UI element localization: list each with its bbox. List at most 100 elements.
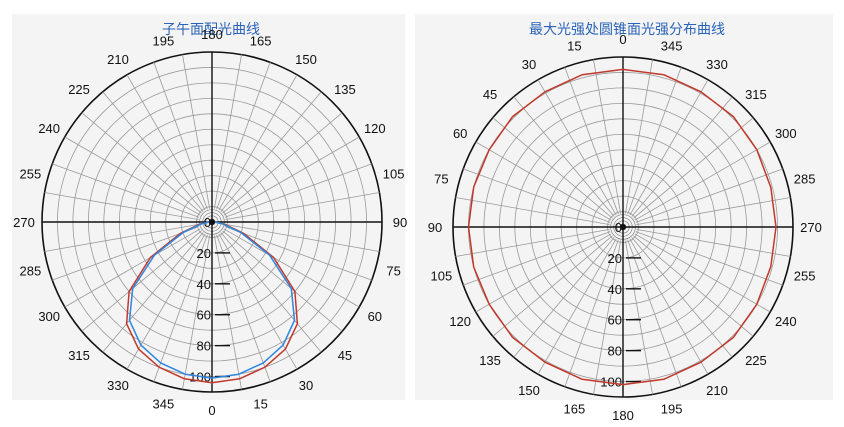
angle-tick-label: 270 (13, 215, 35, 230)
angle-tick-label: 150 (518, 383, 540, 398)
grid-spoke (64, 228, 201, 308)
center-point (620, 224, 626, 230)
angle-tick-label: 180 (201, 27, 223, 42)
grid-spoke (635, 231, 783, 286)
grid-spoke (455, 197, 610, 226)
grid-spoke (633, 117, 754, 219)
grid-spoke (126, 74, 206, 211)
grid-spoke (126, 233, 206, 370)
angle-tick-label: 195 (661, 402, 683, 417)
angle-tick-label: 285 (20, 264, 42, 279)
angle-tick-label: 210 (706, 383, 728, 398)
grid-spoke (153, 62, 208, 210)
angle-tick-label: 45 (338, 348, 352, 363)
grid-spoke (81, 112, 202, 214)
grid-spoke (224, 226, 372, 281)
radial-tick-label: 20 (608, 251, 622, 266)
grid-spoke (629, 238, 709, 375)
angle-tick-label: 15 (567, 38, 581, 53)
series-curve-1 (467, 68, 777, 386)
grid-spoke (223, 228, 360, 308)
angle-tick-label: 105 (383, 166, 405, 181)
grid-spoke (634, 233, 771, 313)
grid-spoke (81, 230, 202, 332)
angle-tick-label: 135 (334, 82, 356, 97)
angle-tick-label: 270 (800, 220, 822, 235)
grid-spoke (593, 240, 622, 395)
grid-spoke (624, 59, 653, 214)
grid-spoke (44, 192, 199, 221)
right-panel-background (415, 14, 833, 400)
grid-spoke (463, 231, 611, 286)
angle-tick-label: 300 (38, 309, 60, 324)
grid-spoke (102, 91, 204, 212)
grid-spoke (182, 235, 211, 390)
angle-tick-label: 75 (434, 171, 448, 186)
grid-spoke (633, 235, 754, 337)
angle-tick-label: 0 (208, 403, 215, 418)
grid-spoke (222, 230, 343, 332)
grid-spoke (513, 96, 615, 217)
grid-spoke (44, 223, 199, 252)
radial-tick-label: 80 (197, 339, 211, 354)
grid-spoke (222, 112, 343, 214)
grid-spoke (492, 117, 613, 219)
angle-tick-label: 60 (453, 126, 467, 141)
grid-spoke (455, 228, 610, 257)
angle-tick-label: 135 (479, 353, 501, 368)
radial-tick-label: 60 (608, 313, 622, 328)
angle-tick-label: 225 (68, 82, 90, 97)
grid-spoke (182, 54, 211, 209)
grid-spoke (475, 233, 612, 313)
angle-tick-label: 255 (20, 166, 42, 181)
grid-spoke (627, 67, 682, 215)
angle-tick-label: 45 (483, 87, 497, 102)
grid-spoke (223, 136, 360, 216)
angle-tick-label: 225 (745, 353, 767, 368)
grid-spoke (636, 197, 791, 226)
grid-spoke (564, 67, 619, 215)
grid-spoke (224, 163, 372, 218)
angle-tick-label: 240 (775, 314, 797, 329)
angle-tick-label: 195 (152, 33, 174, 48)
angle-tick-label: 0 (619, 32, 626, 47)
radial-tick-label: 0 (615, 220, 622, 235)
angle-tick-label: 315 (68, 348, 90, 363)
angle-tick-label: 90 (393, 215, 407, 230)
angle-tick-label: 75 (386, 264, 400, 279)
radial-tick-label: 60 (197, 308, 211, 323)
angle-tick-label: 30 (522, 57, 536, 72)
grid-spoke (52, 163, 200, 218)
grid-spoke (225, 192, 380, 221)
grid-spoke (216, 62, 271, 210)
grid-spoke (213, 54, 242, 209)
grid-spoke (216, 234, 271, 382)
angle-tick-label: 315 (745, 87, 767, 102)
angle-tick-label: 180 (612, 408, 634, 423)
angle-tick-label: 60 (368, 309, 382, 324)
angle-tick-label: 345 (152, 397, 174, 412)
series-curve-2 (128, 221, 296, 379)
grid-spoke (220, 232, 322, 353)
grid-spoke (153, 234, 208, 382)
angle-tick-label: 120 (449, 314, 471, 329)
grid-spoke (537, 238, 617, 375)
grid-spoke (213, 235, 242, 390)
grid-spoke (635, 168, 783, 223)
grid-spoke (634, 141, 771, 221)
grid-spoke (636, 228, 791, 257)
grid-spoke (463, 168, 611, 223)
grid-spoke (492, 235, 613, 337)
radial-tick-label: 40 (197, 277, 211, 292)
angle-tick-label: 300 (775, 126, 797, 141)
angle-tick-label: 330 (107, 378, 129, 393)
grid-spoke (537, 79, 617, 216)
grid-spoke (593, 59, 622, 214)
cone-polar-chart: 0 345330315300285270255240225210195180165… (428, 32, 822, 423)
grid-spoke (218, 74, 298, 211)
angle-tick-label: 105 (431, 269, 453, 284)
grid-spoke (225, 223, 380, 252)
series-curve-1 (125, 221, 299, 384)
angle-tick-label: 240 (38, 121, 60, 136)
